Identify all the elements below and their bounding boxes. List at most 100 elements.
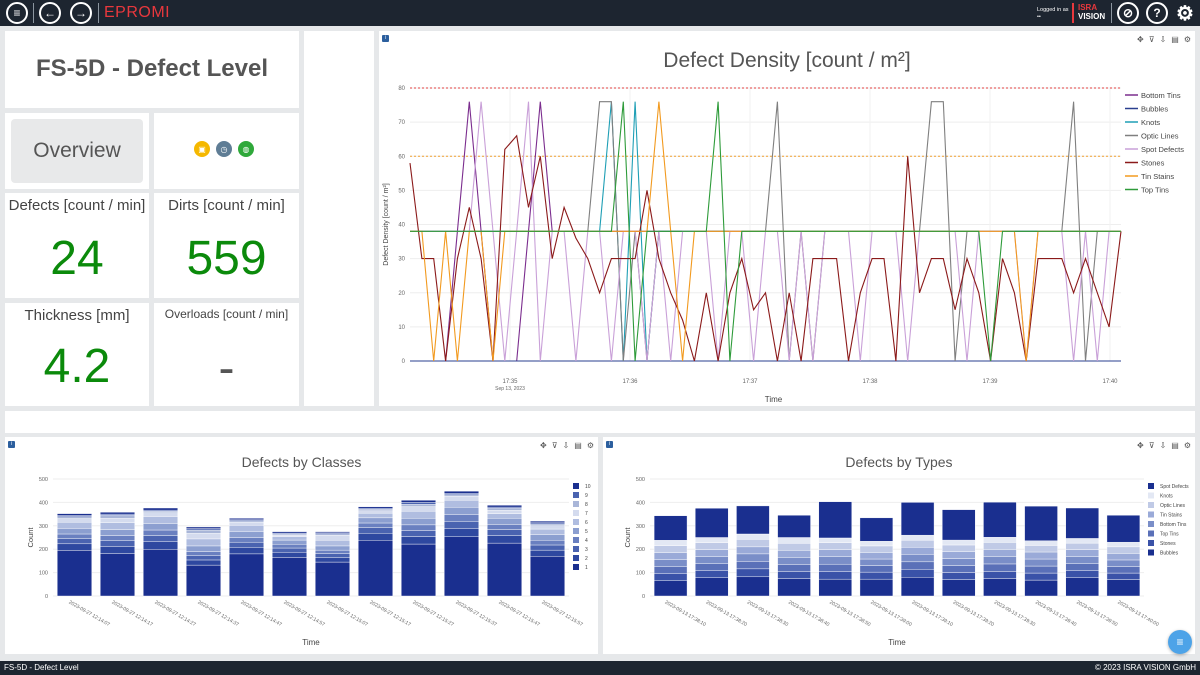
y-axis-title: Defect Density [count / m²] xyxy=(383,183,390,266)
bar-segment xyxy=(530,523,565,527)
bar-segment xyxy=(818,571,852,580)
download-icon[interactable]: ⇩ xyxy=(562,441,570,450)
calendar-icon[interactable]: ▣ xyxy=(194,141,210,157)
bar-segment xyxy=(1024,551,1058,560)
bar-segment xyxy=(57,522,92,529)
bar-segment xyxy=(777,578,811,597)
bar-segment xyxy=(942,544,976,552)
bar-segment xyxy=(859,558,894,566)
back-icon[interactable]: ← xyxy=(39,2,61,24)
bar-segment xyxy=(186,551,221,556)
bar-segment xyxy=(272,533,307,536)
kpi-defects: Defects [count / min] 24 xyxy=(5,193,149,298)
y-tick-label: 500 xyxy=(39,477,48,483)
legend-swatch xyxy=(1148,540,1154,546)
bar-segment xyxy=(695,570,729,578)
bar-segment xyxy=(942,509,976,541)
pan-icon[interactable]: ✥ xyxy=(1137,441,1144,450)
kpi-label: Thickness [mm] xyxy=(24,307,130,324)
menu-icon[interactable]: ≡ xyxy=(6,2,28,24)
bar-segment xyxy=(653,566,688,574)
table-icon[interactable]: ▤ xyxy=(1171,441,1179,450)
info-icon[interactable]: i xyxy=(8,441,15,448)
clock-icon[interactable]: ◷ xyxy=(216,141,232,157)
gear-icon[interactable]: ⚙ xyxy=(1183,35,1191,44)
bar-segment xyxy=(1106,579,1141,597)
bar-segment xyxy=(736,561,770,570)
bar-segment xyxy=(229,521,264,526)
bar-segment xyxy=(229,531,264,538)
pan-icon[interactable]: ✥ xyxy=(540,441,547,450)
visibility-off-icon[interactable]: ⊘ xyxy=(1117,2,1139,24)
table-icon[interactable]: ▤ xyxy=(574,441,582,450)
pan-icon[interactable]: ✥ xyxy=(1137,35,1144,44)
logo-line1: ISRA xyxy=(1078,3,1098,12)
y-axis-title: Count xyxy=(26,527,35,548)
bar-segment xyxy=(900,534,935,541)
legend-swatch xyxy=(573,555,579,561)
bar-segment xyxy=(229,541,264,548)
bar-segment xyxy=(736,539,770,548)
bar-segment xyxy=(100,515,135,519)
bar-segment xyxy=(900,540,935,548)
settings-icon[interactable]: ⚙ xyxy=(1176,2,1194,25)
menu-fab-button[interactable]: ≡ xyxy=(1168,630,1192,654)
y-tick-label: 40 xyxy=(398,223,405,229)
download-icon[interactable]: ⇩ xyxy=(1159,441,1167,450)
bar-segment xyxy=(530,549,565,557)
gear-icon[interactable]: ⚙ xyxy=(586,441,594,450)
filter-icon[interactable]: ⊽ xyxy=(1148,441,1155,450)
y-tick-label: 70 xyxy=(398,120,405,126)
bar-segment xyxy=(100,535,135,541)
gear-icon[interactable]: ⚙ xyxy=(1183,441,1191,450)
bar-segment xyxy=(777,564,811,572)
bar-segment xyxy=(859,578,894,597)
legend-label: Stones xyxy=(1160,541,1176,547)
divider xyxy=(1111,3,1112,23)
overview-button[interactable]: Overview xyxy=(11,119,143,183)
bar-segment xyxy=(57,533,92,539)
bar-segment xyxy=(777,537,811,544)
y-tick-label: 500 xyxy=(636,477,645,483)
legend-label: Bottom Tins xyxy=(1141,91,1181,100)
x-tick-label: 2023-09-27 12:15:47 xyxy=(498,600,541,629)
x-tick-label: 17:37 xyxy=(742,379,758,385)
table-icon[interactable]: ▤ xyxy=(1171,35,1179,44)
bar-segment xyxy=(272,547,307,553)
bar-segment xyxy=(695,508,729,538)
info-icon[interactable]: i xyxy=(382,35,389,42)
bar-segment xyxy=(272,535,307,537)
bar-segment xyxy=(487,518,522,525)
filter-icon[interactable]: ⊽ xyxy=(1148,35,1155,44)
forward-icon[interactable]: → xyxy=(70,2,92,24)
bar-segment xyxy=(487,524,522,530)
bar-segment xyxy=(186,555,221,561)
x-tick-label: 2023-09-13 17:38:40 xyxy=(787,600,830,629)
bar-segment xyxy=(653,559,688,567)
bar-segment xyxy=(983,556,1017,565)
bar-segment xyxy=(736,533,770,540)
x-tick-label: 2023-09-13 17:39:50 xyxy=(1075,600,1118,629)
info-icon[interactable]: i xyxy=(606,441,613,448)
x-tick-label: 2023-09-13 17:39:40 xyxy=(1034,600,1077,629)
legend-label: Bubbles xyxy=(1160,551,1179,557)
bar-segment xyxy=(315,545,350,551)
separator-panel xyxy=(5,411,1195,433)
bar-segment xyxy=(143,512,178,517)
download-icon[interactable]: ⇩ xyxy=(1159,35,1167,44)
bar-segment xyxy=(100,546,135,554)
bar-segment xyxy=(100,522,135,530)
filter-icon[interactable]: ⊽ xyxy=(551,441,558,450)
legend-swatch xyxy=(573,501,579,507)
help-icon[interactable]: ? xyxy=(1146,2,1168,24)
x-tick-label: 2023-09-27 12:15:27 xyxy=(412,600,455,629)
globe-icon[interactable]: ◍ xyxy=(238,141,254,157)
y-tick-label: 200 xyxy=(39,547,48,553)
bar-segment xyxy=(859,545,894,553)
series-line xyxy=(409,134,1122,362)
bar-segment xyxy=(530,540,565,546)
legend-label: Optic Lines xyxy=(1160,503,1186,509)
bar-segment xyxy=(695,577,729,597)
bar-segment xyxy=(444,521,479,529)
y-tick-label: 0 xyxy=(45,594,48,600)
